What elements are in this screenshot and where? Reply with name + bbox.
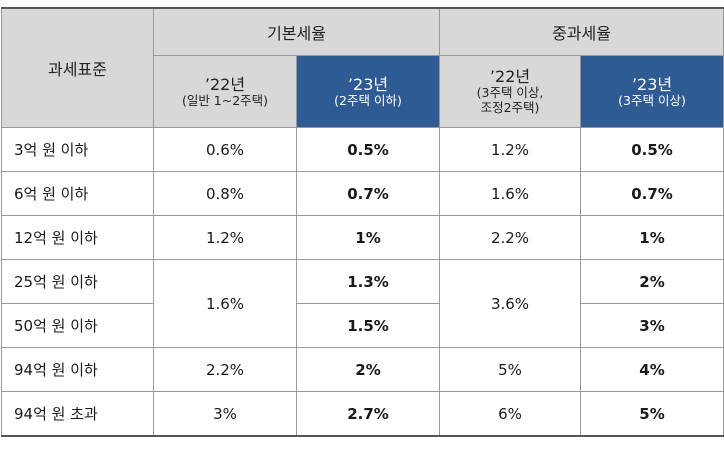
tax-base-header: 과세표준 (1, 7, 154, 128)
row-label: 6억 원 이하 (1, 171, 154, 216)
basic-2022-cell: 2.2% (153, 347, 297, 392)
heavy-rate-group-header: 중과세율 (439, 7, 724, 56)
heavy-2023-cell: 5% (580, 391, 724, 437)
basic-2022-note: (일반 1~2주택) (181, 92, 269, 108)
table-row: 94억 원 초과 3% 2.7% 6% 5% (1, 391, 724, 437)
heavy-2022-header: ’22년 (3주택 이상, 조정2주택) (439, 55, 582, 128)
table-row: 12억 원 이하 1.2% 1% 2.2% 1% (1, 215, 724, 260)
basic-2022-cell: 1.2% (153, 215, 297, 260)
heavy-2022-cell: 2.2% (439, 215, 582, 260)
basic-2023-note: (2주택 이하) (334, 92, 402, 108)
basic-2023-cell: 1.3% (295, 259, 441, 304)
table-row: 25억 원 이하 1.6% 1.3% 3.6% 2% (1, 259, 724, 348)
heavy-2022-cell: 1.6% (439, 171, 582, 216)
basic-2023-cell: 2.7% (295, 391, 441, 437)
heavy-2022-year: ’22년 (489, 67, 531, 86)
row-label: 94억 원 초과 (1, 391, 154, 437)
basic-2023-cell: 0.5% (295, 127, 441, 172)
row-label: 25억 원 이하 (1, 259, 154, 304)
basic-2023-cell: 2% (295, 347, 441, 392)
heavy-2022-cell: 3.6% (439, 259, 582, 348)
basic-2023-cell: 1% (295, 215, 441, 260)
basic-2022-cell: 3% (153, 391, 297, 437)
table-row: 6억 원 이하 0.8% 0.7% 1.6% 0.7% (1, 171, 724, 216)
heavy-2023-cell: 2% (580, 259, 724, 304)
heavy-2023-cell: 3% (580, 303, 724, 348)
basic-2022-year: ’22년 (204, 74, 246, 94)
basic-2022-header: ’22년 (일반 1~2주택) (153, 55, 297, 128)
row-label: 94억 원 이하 (1, 347, 154, 392)
heavy-2023-cell: 1% (580, 215, 724, 260)
heavy-2023-cell: 0.7% (580, 171, 724, 216)
heavy-2022-cell: 6% (439, 391, 582, 437)
heavy-2023-header: ’23년 (3주택 이상) (580, 55, 724, 128)
basic-2023-header: ’23년 (2주택 이하) (295, 55, 441, 128)
basic-2023-cell: 0.7% (295, 171, 441, 216)
basic-2022-cell: 0.6% (153, 127, 297, 172)
basic-rate-group-header: 기본세율 (152, 7, 441, 56)
table-row: 3억 원 이하 0.6% 0.5% 1.2% 0.5% (1, 127, 724, 172)
basic-2022-cell: 0.8% (153, 171, 297, 216)
tax-rate-table: 과세표준 기본세율 중과세율 ’22년 (일반 1~2주택) ’23년 (2주택… (1, 7, 724, 437)
heavy-2023-note: (3주택 이상) (618, 92, 686, 108)
heavy-2022-cell: 1.2% (439, 127, 582, 172)
heavy-2022-cell: 5% (439, 347, 582, 392)
table-row: 94억 원 이하 2.2% 2% 5% 4% (1, 347, 724, 392)
heavy-2023-cell: 4% (580, 347, 724, 392)
basic-2023-year: ’23년 (347, 74, 389, 94)
row-label: 12억 원 이하 (1, 215, 154, 260)
basic-2022-cell: 1.6% (153, 259, 297, 348)
row-label: 3억 원 이하 (1, 127, 154, 172)
heavy-2022-note: (3주택 이상, 조정2주택) (476, 85, 544, 115)
table-row: 50억 원 이하 1.5% 3% (1, 303, 724, 348)
basic-2023-cell: 1.5% (295, 303, 441, 348)
row-label: 50억 원 이하 (1, 303, 154, 348)
heavy-2023-year: ’23년 (631, 74, 673, 94)
heavy-2023-cell: 0.5% (580, 127, 724, 172)
